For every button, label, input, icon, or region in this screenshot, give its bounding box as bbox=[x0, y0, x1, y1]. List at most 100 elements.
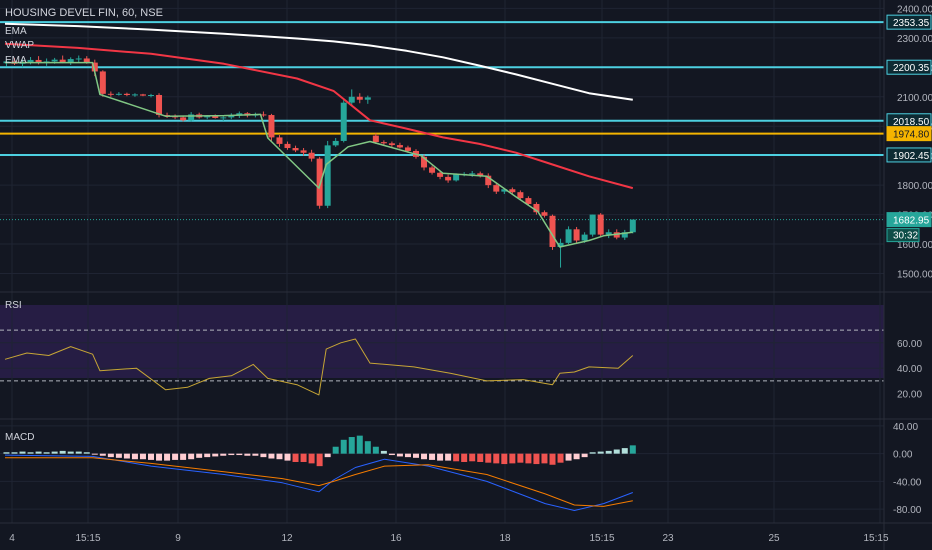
candle-body bbox=[188, 114, 195, 121]
candle-body bbox=[268, 115, 275, 138]
legend-ema-1[interactable]: EMA bbox=[5, 26, 27, 37]
macd-histogram-bar bbox=[469, 453, 476, 462]
macd-histogram-bar bbox=[99, 453, 106, 456]
candle-body bbox=[228, 115, 235, 118]
time-tick-label: 15:15 bbox=[75, 533, 100, 544]
price-tag-line4 bbox=[886, 126, 932, 142]
macd-histogram-bar bbox=[324, 453, 331, 458]
macd-histogram-bar bbox=[43, 452, 50, 454]
price-tag-last bbox=[886, 212, 932, 228]
candle-body bbox=[565, 229, 572, 243]
macd-histogram-bar bbox=[501, 453, 508, 465]
rsi-line bbox=[4, 338, 634, 396]
price-tag-label-line3: 2018.50 bbox=[893, 117, 930, 128]
price-tag-label-line5: 1902.45 bbox=[893, 151, 930, 162]
macd-histogram-bar bbox=[316, 453, 323, 467]
macd-histogram-bar bbox=[3, 452, 10, 454]
macd-histogram-bar bbox=[284, 453, 291, 461]
candle-body bbox=[421, 156, 428, 168]
price-tag-label-line2: 2200.35 bbox=[893, 63, 930, 74]
candle-body bbox=[300, 150, 307, 153]
macd-histogram-bar bbox=[27, 452, 34, 454]
macd-histogram-bar bbox=[67, 451, 74, 454]
candle-body bbox=[501, 189, 508, 192]
macd-histogram-bar bbox=[172, 453, 179, 460]
axes[interactable]: 2400.002300.002200.002100.002000.001900.… bbox=[9, 4, 932, 544]
candle-body bbox=[445, 176, 452, 181]
candle-body bbox=[156, 95, 163, 116]
candle-body bbox=[75, 58, 82, 60]
time-tick-label: 23 bbox=[662, 533, 674, 544]
countdown-label: 30:32 bbox=[893, 231, 918, 242]
macd-histogram-bar bbox=[131, 453, 138, 460]
price-tick-label: 1800.00 bbox=[897, 181, 932, 192]
candle-body bbox=[292, 148, 299, 151]
macd-histogram-bar bbox=[589, 452, 596, 454]
legend-ema-2[interactable]: EMA bbox=[5, 55, 27, 66]
candle-body bbox=[332, 140, 339, 146]
macd-histogram-bar bbox=[115, 453, 122, 458]
candle-body bbox=[99, 71, 106, 94]
candle-body bbox=[549, 215, 556, 247]
candle-body bbox=[396, 145, 403, 148]
candle-body bbox=[533, 203, 540, 213]
macd-histogram-bar bbox=[83, 452, 90, 454]
macd-histogram-bar bbox=[372, 446, 379, 454]
horizontal-levels[interactable] bbox=[0, 21, 884, 221]
macd-histogram-bar bbox=[364, 441, 371, 454]
rsi-band bbox=[0, 305, 884, 378]
chart-title: HOUSING DEVEL FIN, 60, NSE bbox=[5, 7, 163, 19]
macd-tick-label: -80.00 bbox=[893, 505, 922, 516]
candle-body bbox=[477, 173, 484, 176]
macd-histogram-bar bbox=[541, 453, 548, 464]
macd-histogram-bar bbox=[91, 453, 98, 455]
macd-histogram-bar bbox=[139, 453, 146, 460]
candle-body bbox=[525, 198, 532, 204]
rsi-tick-label: 60.00 bbox=[897, 339, 922, 350]
candle-body bbox=[316, 158, 323, 206]
macd-tick-label: 0.00 bbox=[893, 450, 913, 461]
macd-histogram-bar bbox=[276, 453, 283, 460]
candle-body bbox=[340, 102, 347, 141]
candle-body bbox=[308, 152, 315, 159]
candle-body bbox=[348, 96, 355, 103]
macd-histogram-bar bbox=[268, 453, 275, 459]
candle-body bbox=[139, 94, 146, 96]
price-tag-label-line1: 2353.35 bbox=[893, 18, 930, 29]
legend-vwap[interactable]: VWAP bbox=[5, 40, 34, 51]
candle-body bbox=[59, 59, 66, 63]
candlestick-series bbox=[3, 55, 636, 268]
time-tick-label: 16 bbox=[390, 533, 402, 544]
candle-body bbox=[67, 59, 74, 63]
candle-body bbox=[493, 185, 500, 192]
macd-histogram-bar bbox=[429, 453, 436, 460]
time-tick-label: 15:15 bbox=[589, 533, 614, 544]
candle-body bbox=[453, 174, 460, 181]
macd-histogram-bar bbox=[75, 451, 82, 454]
macd-histogram-bar bbox=[156, 453, 163, 461]
time-tick-label: 18 bbox=[499, 533, 511, 544]
candle-body bbox=[372, 135, 379, 143]
candle-body bbox=[260, 114, 267, 116]
macd-histogram-bar bbox=[605, 450, 612, 454]
macd-histogram-bar bbox=[613, 449, 620, 454]
rsi-tick-label: 40.00 bbox=[897, 364, 922, 375]
macd-histogram-bar bbox=[412, 453, 419, 458]
candle-body bbox=[148, 95, 154, 97]
macd-histogram-bar bbox=[509, 453, 516, 464]
macd-histogram-bar bbox=[340, 439, 347, 454]
macd-histogram-bar bbox=[148, 453, 154, 460]
candle-body bbox=[364, 97, 371, 100]
candle-body bbox=[212, 116, 219, 118]
macd-histogram-bar bbox=[533, 453, 540, 465]
macd-histogram-bar bbox=[228, 453, 235, 456]
time-tick-label: 12 bbox=[281, 533, 293, 544]
candle-body bbox=[517, 192, 524, 199]
candle-body bbox=[573, 229, 580, 241]
macd-histogram-bar bbox=[252, 453, 259, 456]
macd-histogram-bar bbox=[485, 453, 492, 463]
price-tag-line5 bbox=[886, 147, 932, 163]
macd-histogram-bar bbox=[573, 453, 580, 460]
